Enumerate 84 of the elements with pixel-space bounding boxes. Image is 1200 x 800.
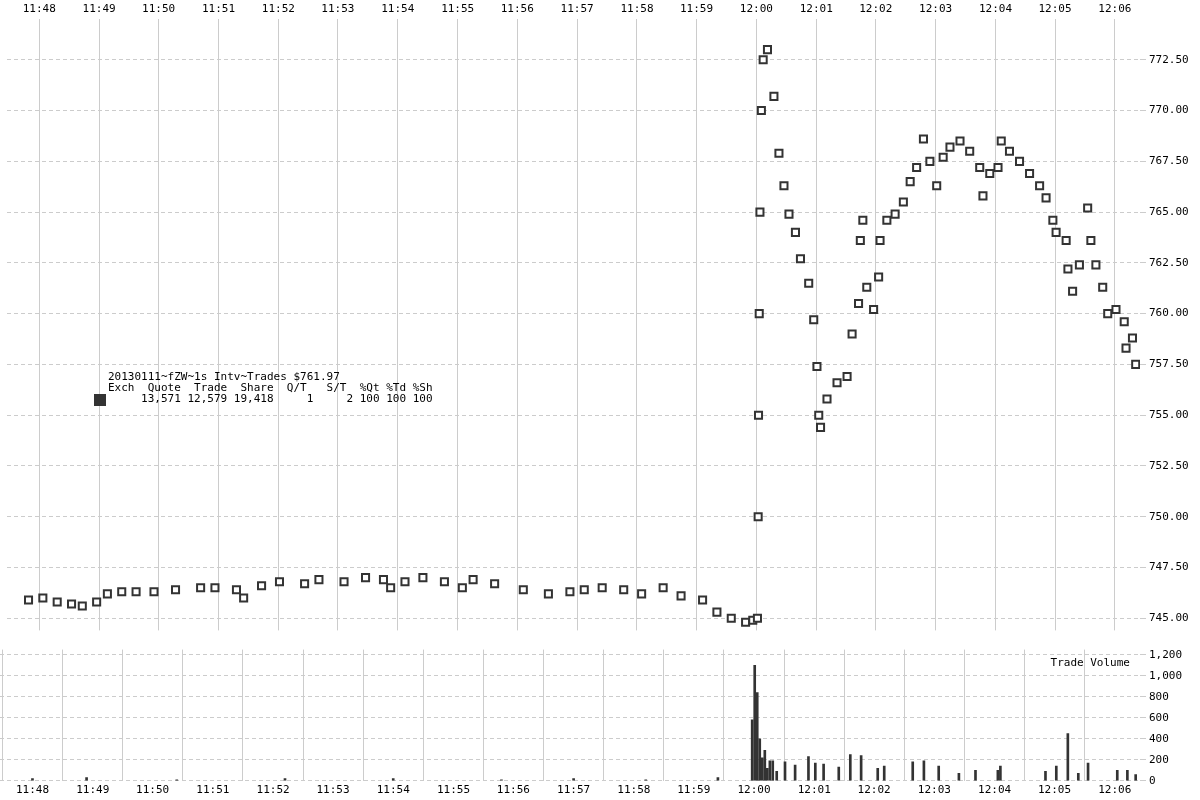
- bar: [391, 778, 395, 781]
- bar: [85, 777, 88, 781]
- x-tick-label: 11:55: [441, 2, 475, 16]
- annotation: Exch Quote Trade Share Q/T S/T %Qt %Td %Sh: [108, 381, 433, 395]
- y-tick-label: 600: [1149, 710, 1169, 724]
- x-tick-label: 11:48: [15, 783, 50, 797]
- bar: [876, 767, 880, 781]
- bar: [937, 765, 941, 781]
- bar: [1044, 771, 1047, 781]
- y-tick-label: 800: [1149, 689, 1169, 703]
- y-tick-label: 1,000: [1149, 668, 1183, 682]
- x-tick-label: 12:01: [799, 2, 833, 16]
- x-tick-label: 11:54: [381, 2, 415, 16]
- x-tick-label: 11:59: [679, 2, 714, 16]
- bar: [1115, 769, 1119, 781]
- x-tick-label: 11:49: [76, 783, 110, 797]
- bar: [1054, 765, 1058, 781]
- x-tick-label: 11:59: [677, 783, 711, 797]
- y-tick-label: 765.00: [1149, 204, 1189, 218]
- x-tick-label: 11:58: [620, 2, 654, 16]
- x-tick-label: 11:52: [261, 2, 295, 16]
- bar: [837, 766, 841, 781]
- bar: [822, 763, 825, 781]
- bar: [974, 769, 977, 781]
- y-tick-label: 745.00: [1149, 611, 1189, 625]
- y-tick-label: 757.50: [1149, 357, 1189, 371]
- annotation: 20130111~fZW~1s Intv~Trades $761.97: [108, 370, 340, 384]
- x-tick-label: 11:51: [201, 2, 236, 16]
- y-tick-label: 760.00: [1149, 306, 1189, 320]
- bar: [1126, 769, 1129, 781]
- x-tick-label: 11:50: [142, 2, 176, 16]
- x-tick-label: 12:06: [1098, 2, 1132, 16]
- annotation: 13,571 12,579 19,418 1 2 100 100 100: [108, 392, 433, 406]
- y-tick-label: 767.50: [1149, 154, 1189, 168]
- bar: [572, 778, 575, 781]
- y-tick-label: 755.00: [1149, 408, 1189, 422]
- bar: [882, 765, 886, 781]
- text: Trade Volume: [1050, 655, 1130, 669]
- x-tick-label: 12:02: [859, 2, 893, 16]
- x-tick-label: 11:50: [136, 783, 170, 797]
- x-tick-label: 12:05: [1038, 2, 1072, 16]
- x-tick-label: 12:02: [857, 783, 891, 797]
- bar: [807, 756, 810, 781]
- bar: [763, 750, 767, 781]
- x-tick-label: 12:04: [978, 783, 1012, 797]
- x-tick-label: 12:03: [917, 783, 951, 797]
- bar: [911, 761, 915, 781]
- bar: [753, 665, 757, 781]
- x-tick-label: 11:58: [617, 783, 651, 797]
- y-tick-label: 770.00: [1149, 103, 1189, 117]
- bar: [1134, 774, 1137, 781]
- x-tick-label: 11:49: [82, 2, 116, 16]
- x-tick-label: 11:52: [256, 783, 290, 797]
- x-tick-label: 11:57: [560, 2, 594, 16]
- y-tick-label: 750.00: [1149, 509, 1189, 523]
- y-tick-label: 772.50: [1149, 52, 1189, 66]
- y-tick-label: 0: [1149, 773, 1156, 787]
- y-tick-label: 200: [1149, 752, 1169, 766]
- y-tick-label: 752.50: [1149, 458, 1189, 472]
- x-tick-label: 11:56: [496, 783, 530, 797]
- y-tick-label: 1,200: [1149, 647, 1183, 661]
- bar: [1076, 773, 1080, 781]
- y-tick-label: 400: [1149, 731, 1169, 745]
- x-tick-label: 11:51: [196, 783, 230, 797]
- x-tick-label: 12:04: [978, 2, 1013, 16]
- bar: [813, 762, 817, 781]
- bar: [999, 765, 1002, 781]
- x-tick-label: 11:57: [557, 783, 591, 797]
- x-tick-label: 11:53: [321, 2, 355, 16]
- y-tick-label: 762.50: [1149, 255, 1189, 269]
- x-tick-label: 12:00: [739, 2, 773, 16]
- x-tick-label: 12:06: [1098, 783, 1132, 797]
- x-tick-label: 11:55: [436, 783, 471, 797]
- x-tick-label: 11:53: [316, 783, 350, 797]
- x-tick-label: 11:48: [22, 2, 56, 16]
- y-tick-label: 747.50: [1149, 560, 1189, 574]
- x-tick-label: 12:03: [919, 2, 953, 16]
- bar: [848, 754, 852, 781]
- x-tick-label: 11:56: [500, 2, 534, 16]
- x-tick-label: 12:00: [737, 783, 771, 797]
- x-tick-label: 11:54: [376, 783, 411, 797]
- x-tick-label: 12:05: [1037, 783, 1072, 797]
- bar: [31, 778, 34, 781]
- x-tick-label: 12:01: [797, 783, 831, 797]
